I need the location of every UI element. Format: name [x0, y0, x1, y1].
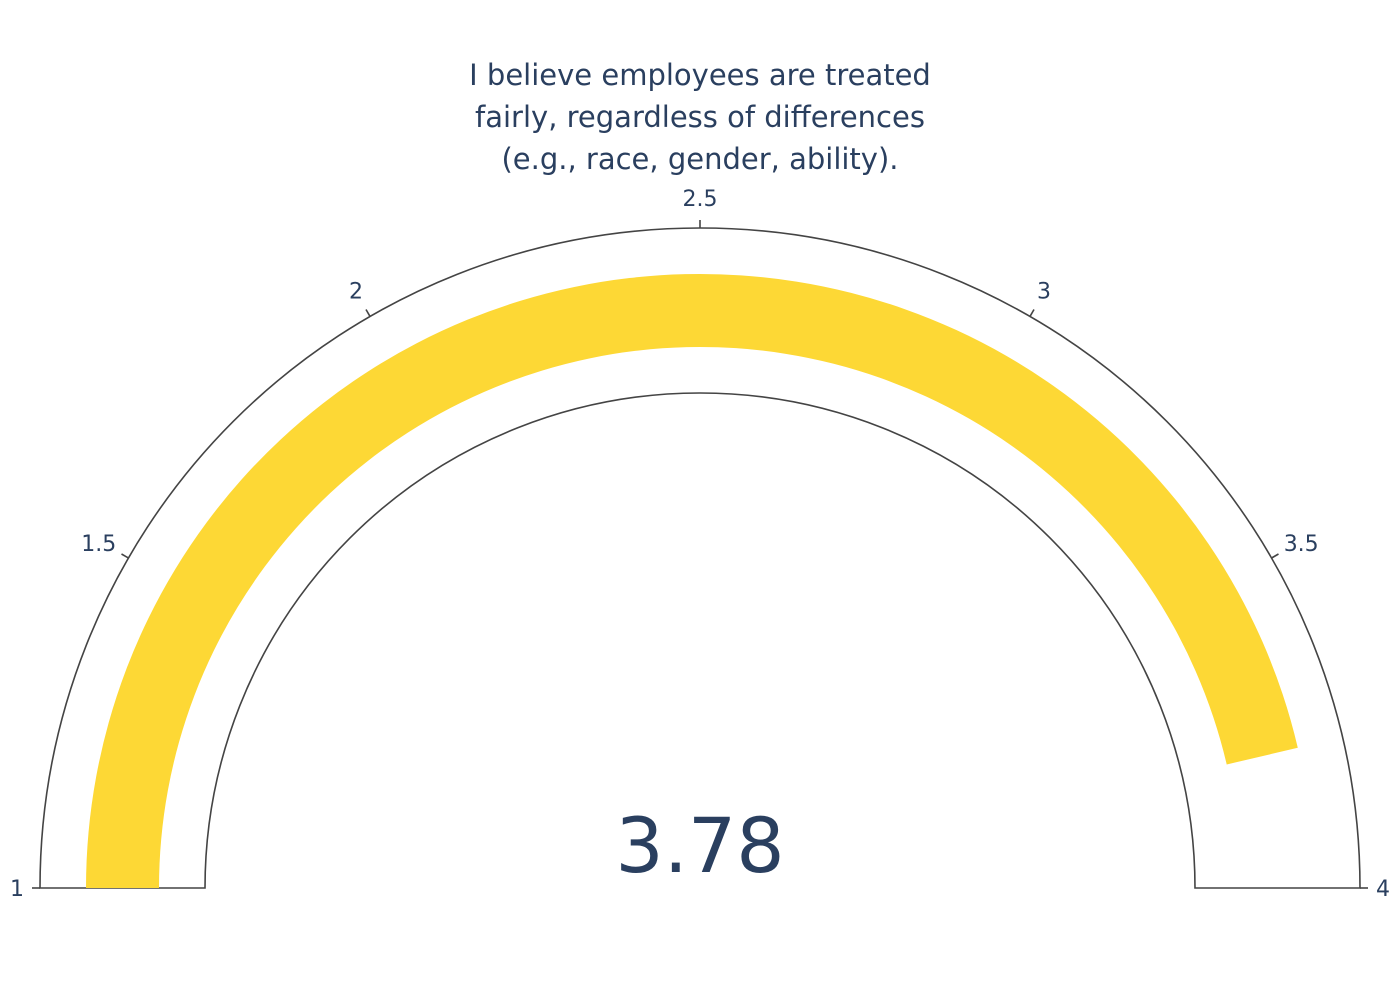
gauge-tick-label: 2 [349, 279, 363, 304]
gauge-tick-mark [121, 553, 129, 559]
gauge-outline-path [39, 227, 1361, 889]
gauge-tick-label: 3 [1037, 279, 1051, 304]
gauge-title: I believe employees are treated fairly, … [469, 58, 931, 176]
gauge-title-line-3: (e.g., race, gender, ability). [501, 142, 898, 176]
gauge-axis: 1 1.5 2 2.5 3 3.5 4 [10, 187, 1390, 902]
gauge-value-bar [86, 273, 1298, 888]
gauge-tick-label: 2.5 [683, 187, 718, 212]
gauge-tick-mark [1271, 553, 1279, 559]
gauge-title-line-1: I believe employees are treated [469, 58, 931, 92]
gauge-tick-label: 4 [1376, 877, 1390, 902]
gauge-tick-label: 1.5 [81, 532, 116, 557]
gauge-title-line-2: fairly, regardless of differences [475, 100, 925, 134]
gauge-tick-mark [365, 309, 371, 317]
gauge-tick-label: 1 [10, 877, 24, 902]
gauge-tick-mark [1029, 309, 1035, 317]
gauge-value-number: 3.78 [615, 801, 784, 890]
gauge-outline [39, 227, 1361, 889]
gauge-tick-label: 3.5 [1284, 532, 1319, 557]
